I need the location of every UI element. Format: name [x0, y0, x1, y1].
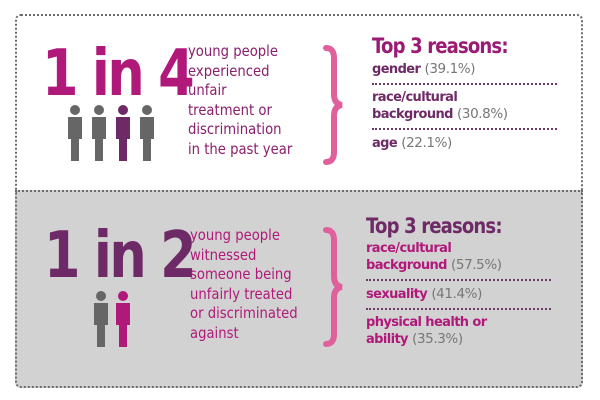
reasons-title: Top 3 reasons:	[366, 214, 503, 238]
reason-item: race/cultural background (57.5%)	[366, 241, 502, 273]
reason-item: physical health or ability (35.3%)	[366, 315, 487, 347]
stat-description-1-in-4: young people experienced unfair treatmen…	[188, 42, 293, 158]
person-icon	[68, 105, 82, 161]
top-reasons-witnessed: Top 3 reasons: race/cultural background …	[366, 214, 551, 352]
reason-item: age (22.1%)	[372, 135, 452, 151]
reason-item: race/cultural background (30.8%)	[372, 90, 508, 122]
person-icon-highlighted	[116, 105, 130, 161]
person-icon	[92, 105, 106, 161]
divider	[366, 308, 551, 310]
divider	[372, 128, 557, 130]
divider	[372, 83, 557, 85]
person-icon	[94, 291, 108, 347]
stat-panel-experienced	[15, 14, 583, 190]
stat-headline-1-in-2: 1 in 2	[44, 219, 197, 293]
top-reasons-experienced: Top 3 reasons: gender (39.1%) race/cultu…	[372, 34, 557, 156]
stat-description-1-in-2: young people witnessed someone being unf…	[190, 226, 298, 342]
curly-brace-icon	[323, 227, 343, 347]
divider	[366, 279, 551, 281]
reason-item: gender (39.1%)	[372, 61, 476, 77]
people-icons-1-in-2	[94, 291, 130, 347]
curly-brace-icon	[323, 45, 343, 165]
reasons-title: Top 3 reasons:	[372, 34, 509, 58]
reason-item: sexuality (41.4%)	[366, 286, 482, 302]
person-icon-highlighted	[116, 291, 130, 347]
stat-panel-witnessed	[15, 190, 583, 388]
stat-headline-1-in-4: 1 in 4	[42, 37, 195, 111]
people-icons-1-in-4	[68, 105, 154, 161]
person-icon	[140, 105, 154, 161]
